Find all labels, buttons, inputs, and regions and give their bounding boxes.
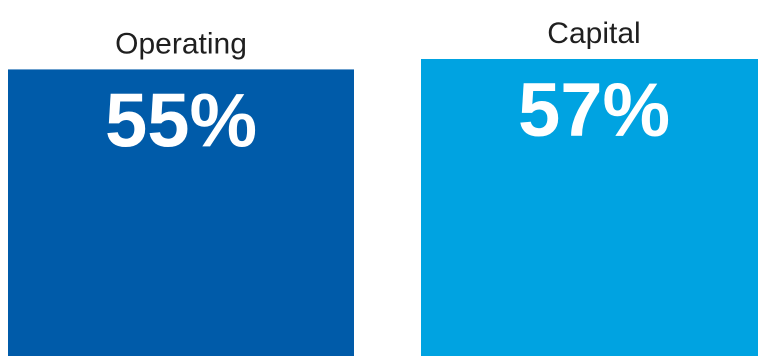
category-label-operating: Operating <box>115 27 247 60</box>
category-label-capital: Capital <box>547 17 640 50</box>
bar-capital <box>421 59 758 356</box>
bar-operating <box>8 69 354 356</box>
value-label-capital: 57% <box>518 68 670 153</box>
category-labels-group: Operating Capital <box>115 17 641 60</box>
value-labels-group: 55% 57% <box>105 68 670 163</box>
value-label-operating: 55% <box>105 78 257 163</box>
bars-group <box>8 59 758 356</box>
